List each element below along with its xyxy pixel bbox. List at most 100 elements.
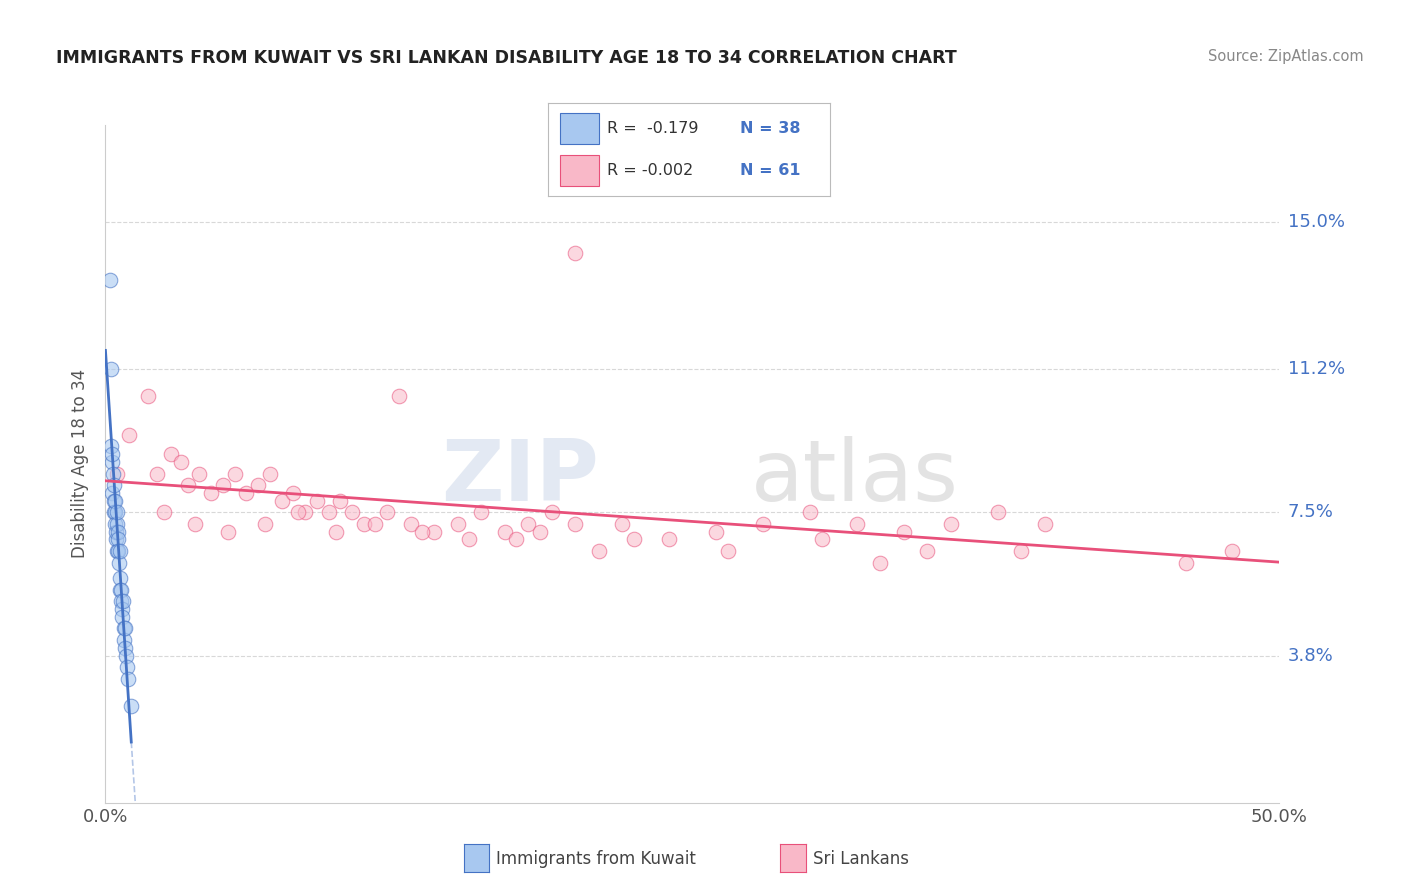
Point [318, 505, 340, 519]
Point [364, 516, 387, 531]
Point [115, 648, 138, 663]
Point [247, 478, 270, 492]
Point [564, 516, 586, 531]
Point [188, 467, 211, 481]
Point [588, 544, 610, 558]
Point [108, 571, 131, 585]
Point [325, 524, 347, 539]
Point [1222, 544, 1244, 558]
Point [110, 594, 132, 608]
Bar [560, 155, 599, 186]
Text: Immigrants from Kuwait: Immigrants from Kuwait [496, 850, 696, 868]
Point [107, 544, 129, 558]
Point [105, 505, 128, 519]
Text: N = 38: N = 38 [740, 120, 800, 136]
Point [101, 467, 124, 481]
Point [176, 478, 198, 492]
Point [103, 478, 125, 492]
Point [717, 544, 740, 558]
Point [399, 516, 422, 531]
Point [105, 516, 128, 531]
Point [183, 516, 205, 531]
Point [112, 622, 135, 636]
Text: N = 61: N = 61 [740, 163, 800, 178]
Point [704, 524, 727, 539]
Text: IMMIGRANTS FROM KUWAIT VS SRI LANKAN DISABILITY AGE 18 TO 34 CORRELATION CHART: IMMIGRANTS FROM KUWAIT VS SRI LANKAN DIS… [56, 49, 957, 67]
Point [105, 533, 128, 547]
Bar [560, 113, 599, 144]
Point [254, 516, 277, 531]
Point [105, 524, 128, 539]
Point [224, 467, 246, 481]
Point [108, 556, 131, 570]
Point [610, 516, 633, 531]
Point [111, 610, 134, 624]
Point [340, 505, 363, 519]
Point [111, 602, 134, 616]
Text: 11.2%: 11.2% [1288, 360, 1346, 378]
Text: 15.0%: 15.0% [1288, 212, 1344, 231]
Y-axis label: Disability Age 18 to 34: Disability Age 18 to 34 [72, 369, 90, 558]
Text: Sri Lankans: Sri Lankans [813, 850, 908, 868]
Point [118, 427, 141, 442]
Text: 7.5%: 7.5% [1288, 503, 1334, 521]
Text: 3.8%: 3.8% [1288, 647, 1333, 665]
Text: R =  -0.179: R = -0.179 [607, 120, 699, 136]
Point [893, 524, 915, 539]
Point [987, 505, 1010, 519]
Point [1174, 556, 1197, 570]
Point [287, 505, 309, 519]
Point [104, 505, 127, 519]
Point [104, 493, 127, 508]
Point [752, 516, 775, 531]
Point [845, 516, 868, 531]
Point [107, 533, 129, 547]
Point [104, 516, 127, 531]
Point [100, 439, 122, 453]
Point [447, 516, 470, 531]
Point [540, 505, 562, 519]
Point [294, 505, 316, 519]
Point [114, 640, 136, 655]
Point [270, 493, 292, 508]
Point [100, 362, 122, 376]
Point [329, 493, 352, 508]
Point [217, 524, 239, 539]
Text: atlas: atlas [751, 436, 959, 519]
Point [108, 582, 131, 597]
Point [388, 389, 411, 403]
Point [353, 516, 375, 531]
Point [114, 622, 136, 636]
Point [120, 698, 142, 713]
Point [1033, 516, 1056, 531]
Point [211, 478, 233, 492]
Text: R = -0.002: R = -0.002 [607, 163, 693, 178]
Text: Source: ZipAtlas.com: Source: ZipAtlas.com [1208, 49, 1364, 64]
Point [112, 633, 135, 648]
Point [101, 455, 124, 469]
Point [470, 505, 492, 519]
Point [411, 524, 433, 539]
Point [103, 505, 125, 519]
Text: ZIP: ZIP [441, 436, 599, 519]
Point [458, 533, 481, 547]
Point [98, 273, 121, 287]
Point [283, 486, 305, 500]
Point [112, 594, 135, 608]
Point [517, 516, 540, 531]
Point [136, 389, 159, 403]
Point [160, 447, 183, 461]
Point [146, 467, 169, 481]
Point [110, 582, 132, 597]
Point [105, 544, 128, 558]
Point [103, 493, 125, 508]
Point [153, 505, 176, 519]
Point [799, 505, 821, 519]
Point [117, 672, 139, 686]
Point [235, 486, 257, 500]
Point [423, 524, 446, 539]
Point [101, 486, 124, 500]
Point [810, 533, 832, 547]
Point [494, 524, 516, 539]
Point [105, 467, 128, 481]
